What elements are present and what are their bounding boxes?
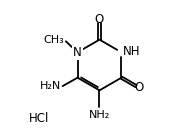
Text: NH: NH	[123, 45, 140, 58]
Text: HCl: HCl	[29, 112, 50, 125]
Text: NH₂: NH₂	[89, 110, 110, 121]
Text: O: O	[135, 81, 144, 94]
Text: CH₃: CH₃	[43, 35, 64, 45]
Text: O: O	[95, 13, 104, 26]
Text: H₂N: H₂N	[40, 81, 61, 91]
Text: N: N	[73, 46, 82, 59]
